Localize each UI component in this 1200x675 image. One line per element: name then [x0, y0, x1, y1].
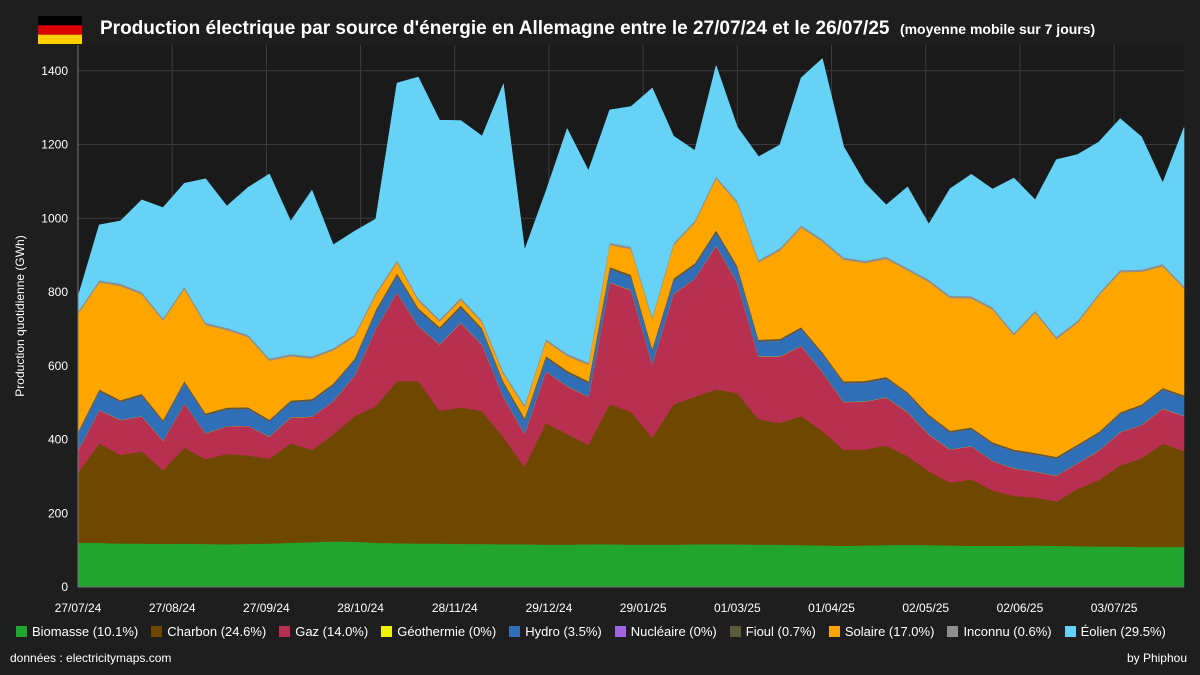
- legend-swatch: [509, 626, 521, 637]
- legend-item: Charbon (24.6%): [151, 624, 266, 639]
- legend-label: Gaz (14.0%): [295, 624, 369, 639]
- legend-label: Nucléaire (0%): [630, 624, 717, 639]
- area-series-0: [77, 540, 1185, 588]
- x-tick-label: 01/04/25: [808, 601, 855, 615]
- y-tick-label: 600: [48, 359, 68, 373]
- x-tick-label: 28/11/24: [432, 601, 478, 615]
- legend-swatch: [381, 626, 393, 637]
- y-tick-label: 1400: [41, 64, 68, 78]
- chart-title: Production électrique par source d'énerg…: [100, 18, 1095, 40]
- y-tick-label: 400: [48, 433, 68, 447]
- legend-swatch: [279, 626, 291, 637]
- legend-item: Fioul (0.7%): [729, 624, 816, 639]
- legend-label: Éolien (29.5%): [1080, 624, 1166, 639]
- x-tick-label: 29/12/24: [526, 601, 573, 615]
- x-tick-label: 27/08/24: [149, 601, 196, 615]
- legend-label: Fioul (0.7%): [745, 624, 816, 639]
- x-tick-label: 27/07/24: [55, 601, 102, 615]
- german-flag-icon: [38, 16, 82, 44]
- legend-swatch: [151, 626, 163, 637]
- x-tick-label: 27/09/24: [243, 601, 290, 615]
- legend-swatch: [828, 626, 840, 637]
- x-tick-label: 03/07/25: [1091, 601, 1138, 615]
- legend-swatch: [1064, 626, 1076, 637]
- stacked-area-chart: 0 200 400 600 800 1000 1200 1400 27/07/24 27/08/2…: [13, 45, 1185, 615]
- legend-item: Hydro (3.5%): [509, 624, 602, 639]
- legend-label: Biomasse (10.1%): [32, 624, 139, 639]
- legend-item: Éolien (29.5%): [1064, 624, 1166, 639]
- x-tick-label: 29/01/25: [620, 601, 667, 615]
- legend-item: Biomasse (10.1%): [16, 624, 138, 639]
- x-tick-label: 01/03/25: [714, 601, 761, 615]
- chart-title-main: Production électrique par source d'énerg…: [100, 18, 890, 39]
- area-series-9: [77, 58, 1185, 406]
- legend-label: Géothermie (0%): [397, 624, 497, 639]
- legend-label: Solaire (17.0%): [844, 624, 935, 639]
- legend-label: Inconnu (0.6%): [963, 624, 1052, 639]
- flag-stripe-red: [38, 25, 82, 35]
- flag-stripe-gold: [38, 34, 82, 44]
- legend-item: Inconnu (0.6%): [947, 624, 1052, 639]
- legend-item: Gaz (14.0%): [279, 624, 368, 639]
- legend-label: Charbon (24.6%): [167, 624, 267, 639]
- y-tick-label: 800: [48, 285, 68, 299]
- legend-swatch: [614, 626, 626, 637]
- axes: 0 200 400 600 800 1000 1200 1400 27/07/24 27/08/2…: [41, 45, 1184, 615]
- legend-swatch: [729, 626, 741, 637]
- flag-stripe-black: [38, 16, 82, 26]
- legend-item: Solaire (17.0%): [828, 624, 935, 639]
- x-tick-label: 02/05/25: [902, 601, 949, 615]
- y-axis-label: Production quotidienne (GWh): [13, 235, 27, 396]
- y-tick-label: 1200: [41, 138, 68, 152]
- y-tick-label: 1000: [41, 211, 68, 225]
- legend-item: Nucléaire (0%): [614, 624, 717, 639]
- legend-item: Géothermie (0%): [381, 624, 496, 639]
- legend-label: Hydro (3.5%): [525, 624, 602, 639]
- chart-subtitle: (moyenne mobile sur 7 jours): [899, 21, 1096, 37]
- x-tick-label: 28/10/24: [337, 601, 384, 615]
- area-series: [77, 58, 1185, 588]
- data-source: données : electricitymaps.com: [10, 651, 172, 665]
- legend-swatch: [947, 626, 959, 637]
- y-tick-label: 0: [61, 580, 68, 594]
- x-tick-label: 02/06/25: [997, 601, 1044, 615]
- legend-swatch: [16, 626, 27, 637]
- chart-legend: Biomasse (10.1%) Charbon (24.6%) Gaz (14.0…: [16, 624, 1179, 639]
- y-tick-label: 200: [48, 506, 68, 520]
- author-credit: by Phiphou: [1126, 651, 1187, 665]
